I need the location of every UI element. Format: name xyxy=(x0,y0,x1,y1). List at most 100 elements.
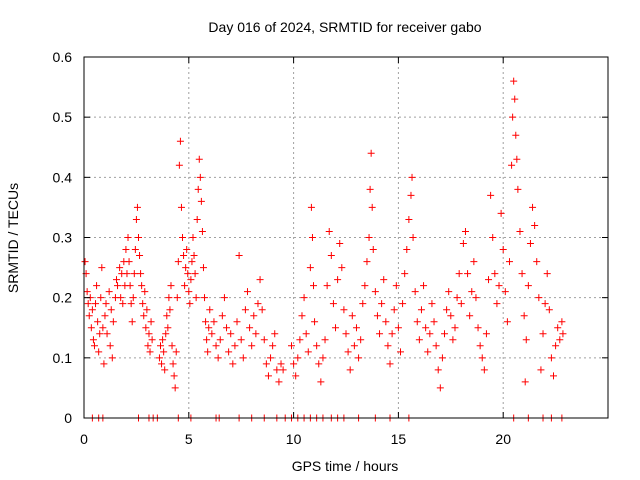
data-point xyxy=(99,324,107,332)
data-point xyxy=(422,324,430,332)
data-point xyxy=(344,348,352,356)
data-point xyxy=(173,294,181,302)
data-point xyxy=(300,294,308,302)
data-point xyxy=(392,282,400,290)
data-point xyxy=(204,348,212,356)
data-point xyxy=(512,131,520,139)
data-point xyxy=(182,264,190,272)
data-point xyxy=(146,348,154,356)
data-point xyxy=(190,252,198,260)
data-point xyxy=(239,354,247,362)
data-point xyxy=(254,300,262,308)
data-point xyxy=(367,149,375,157)
data-point xyxy=(134,234,142,241)
data-point xyxy=(117,294,125,302)
data-point xyxy=(513,155,521,163)
data-point xyxy=(188,258,196,266)
data-point xyxy=(288,342,296,350)
y-tick-label: 0.5 xyxy=(53,109,73,125)
data-point xyxy=(359,300,367,308)
data-point xyxy=(510,77,518,85)
data-point xyxy=(83,288,91,296)
data-point xyxy=(201,294,209,302)
data-point xyxy=(137,270,145,278)
data-point xyxy=(342,330,350,338)
data-point xyxy=(183,246,191,254)
data-point xyxy=(428,300,436,308)
data-point xyxy=(103,330,111,338)
data-point xyxy=(140,312,148,320)
data-point xyxy=(509,113,517,121)
data-point xyxy=(142,324,150,332)
data-point xyxy=(160,348,168,356)
data-point xyxy=(453,294,461,302)
data-point xyxy=(145,330,153,338)
data-point xyxy=(161,366,169,374)
data-point xyxy=(497,209,505,217)
data-point xyxy=(109,318,117,326)
data-point xyxy=(87,324,95,332)
data-point xyxy=(464,270,472,278)
data-point xyxy=(508,161,516,169)
data-point xyxy=(396,348,404,356)
data-point xyxy=(505,258,513,266)
data-point xyxy=(445,288,453,296)
data-point xyxy=(164,324,172,332)
data-point xyxy=(516,227,524,235)
data-point xyxy=(248,342,256,350)
data-point xyxy=(114,282,122,290)
data-point xyxy=(411,288,419,296)
data-point xyxy=(275,378,283,386)
data-point xyxy=(199,264,207,272)
data-point xyxy=(269,342,277,350)
data-point xyxy=(119,300,127,308)
data-point xyxy=(96,330,104,338)
data-point xyxy=(323,282,331,290)
data-point xyxy=(365,234,373,241)
y-tick-label: 0.3 xyxy=(53,230,73,246)
data-point xyxy=(167,282,175,290)
data-point xyxy=(334,276,342,284)
data-point xyxy=(159,336,167,344)
data-point xyxy=(106,342,114,350)
data-point xyxy=(136,252,144,260)
data-point xyxy=(306,264,314,272)
data-point xyxy=(478,354,486,362)
data-point xyxy=(426,330,434,338)
data-point xyxy=(124,234,132,241)
data-point xyxy=(169,360,177,368)
data-point xyxy=(461,227,469,235)
data-point xyxy=(174,258,182,266)
chart-title: Day 016 of 2024, SRMTID for receiver gab… xyxy=(208,19,481,35)
data-point xyxy=(231,342,239,350)
data-point xyxy=(409,234,417,241)
data-point xyxy=(522,336,530,344)
y-tick-label: 0.2 xyxy=(53,290,73,306)
data-point xyxy=(371,288,379,296)
data-point xyxy=(177,203,185,211)
data-point xyxy=(487,191,495,199)
data-point xyxy=(107,306,115,314)
data-point xyxy=(368,203,376,211)
data-point xyxy=(466,312,474,320)
data-point xyxy=(241,306,249,314)
data-point xyxy=(388,330,396,338)
data-point xyxy=(405,215,413,223)
data-point xyxy=(290,360,298,368)
data-point xyxy=(550,372,558,380)
data-point xyxy=(489,234,497,241)
y-tick-label: 0.4 xyxy=(53,169,73,185)
data-point xyxy=(235,252,243,260)
data-point xyxy=(338,264,346,272)
data-point xyxy=(181,282,189,290)
data-point xyxy=(373,312,381,320)
data-point xyxy=(273,366,281,374)
data-point xyxy=(357,336,365,344)
data-point xyxy=(543,270,551,278)
data-point xyxy=(311,318,319,326)
x-tick-label: 10 xyxy=(286,431,302,447)
data-point xyxy=(205,324,213,332)
data-point xyxy=(327,252,335,260)
data-point xyxy=(350,342,358,350)
data-point xyxy=(191,270,199,278)
